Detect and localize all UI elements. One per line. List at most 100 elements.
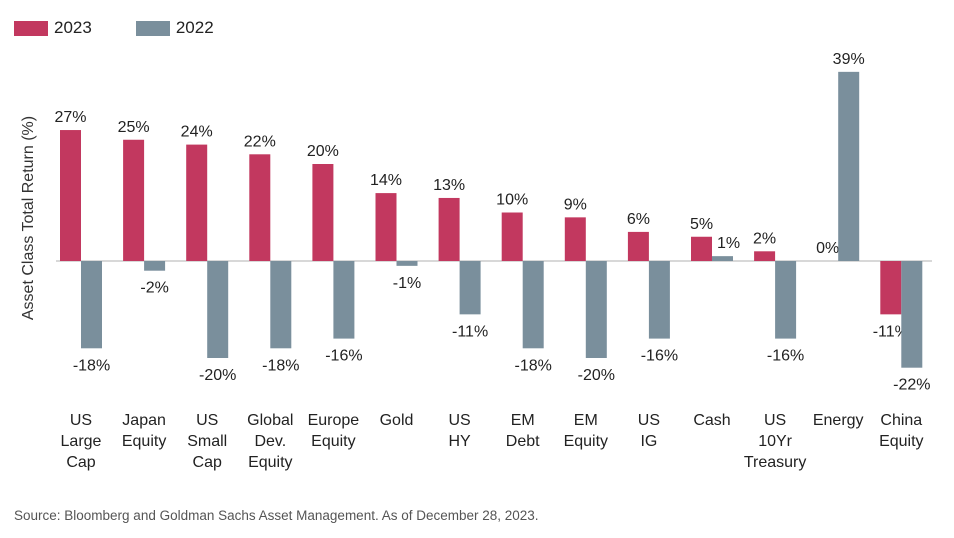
bar-2023-3: [249, 154, 271, 261]
bar-2022-0: [81, 261, 102, 349]
category-label-line: EM: [511, 412, 535, 429]
category-label-line: US: [448, 412, 470, 429]
category-label-line: China: [880, 412, 922, 429]
data-label-2022-12: 39%: [833, 51, 865, 68]
data-label-2022-3: -18%: [262, 357, 299, 374]
bar-2022-6: [459, 261, 481, 315]
category-label-line: Cap: [66, 454, 95, 471]
bar-2022-10: [712, 256, 733, 261]
bar-2022-4: [333, 261, 355, 339]
legend-swatch-2022: [135, 20, 170, 36]
data-label-2022-6: -11%: [452, 323, 488, 340]
data-label-2022-10: 1%: [717, 235, 740, 252]
category-label-line: Equity: [564, 433, 608, 450]
data-label-2022-5: -1%: [393, 275, 421, 292]
data-label-2022-4: -16%: [325, 348, 362, 365]
bar-2023-2: [186, 144, 208, 261]
category-label-line: Treasury: [744, 454, 807, 471]
category-label-line: Debt: [506, 433, 540, 450]
bar-2023-10: [691, 236, 712, 261]
bar-2023-9: [627, 231, 649, 261]
category-label-line: Japan: [122, 412, 166, 429]
bar-2022-11: [775, 261, 797, 339]
data-label-2023-0: 27%: [54, 109, 86, 126]
data-label-2022-7: -18%: [515, 357, 552, 374]
bar-2023-11: [754, 251, 776, 261]
category-label-line: IG: [640, 433, 657, 450]
bar-2022-8: [585, 261, 607, 358]
bar-2022-9: [648, 261, 670, 339]
category-label-13: China Equity: [879, 412, 923, 450]
category-label-line: Large: [61, 433, 102, 450]
legend-item-2023: 2023: [14, 18, 92, 38]
data-label-2023-5: 14%: [370, 172, 402, 189]
data-label-2022-2: -20%: [199, 367, 236, 384]
data-label-2022-9: -16%: [641, 348, 678, 365]
bar-2022-1: [144, 261, 166, 271]
data-label-2023-2: 24%: [181, 124, 213, 141]
category-label-line: EM: [574, 412, 598, 429]
source-note: Source: Bloomberg and Goldman Sachs Asse…: [14, 508, 539, 523]
bar-2022-12: [838, 71, 860, 261]
legend: 2023 2022: [14, 18, 258, 38]
category-label-12: Energy: [813, 412, 864, 429]
category-label-line: Small: [187, 433, 227, 450]
data-label-2023-1: 25%: [118, 119, 150, 136]
bar-2022-2: [207, 261, 229, 358]
category-label-9: US IG: [638, 412, 660, 450]
category-label-line: Equity: [122, 433, 166, 450]
category-label-7: EM Debt: [506, 412, 540, 450]
data-label-2023-11: 2%: [753, 230, 776, 247]
category-label-11: US 10Yr Treasury: [744, 412, 807, 471]
category-label-6: US HY: [448, 412, 471, 450]
data-label-2022-8: -20%: [578, 367, 615, 384]
data-label-2022-1: -2%: [140, 280, 168, 297]
data-label-2023-13: -11%: [873, 323, 909, 340]
bar-2023-0: [60, 130, 81, 261]
category-label-line: 10Yr: [758, 433, 792, 450]
category-label-line: HY: [448, 433, 471, 450]
category-label-line: Cap: [193, 454, 222, 471]
category-label-1: Japan Equity: [122, 412, 166, 450]
category-label-2: US Small Cap: [187, 412, 227, 471]
legend-label-2023: 2023: [54, 18, 92, 37]
legend-label-2022: 2022: [175, 18, 214, 37]
category-label-line: Gold: [380, 412, 414, 429]
category-label-line: US: [764, 412, 786, 429]
category-label-5: Gold: [380, 412, 414, 429]
bar-2023-5: [375, 193, 397, 261]
category-label-line: Dev.: [254, 433, 286, 450]
bar-2022-5: [396, 261, 418, 266]
category-label-line: Global: [247, 412, 293, 429]
legend-item-2022: 2022: [135, 18, 214, 38]
data-label-2022-13: -22%: [893, 377, 930, 394]
category-label-line: Equity: [248, 454, 292, 471]
bar-2023-7: [501, 212, 523, 261]
category-label-0: US Large Cap: [61, 412, 102, 471]
bar-chart: Asset Class Total Return (%) 27% -18% US La…: [20, 51, 932, 471]
data-label-2022-0: -18%: [73, 357, 110, 374]
data-label-2023-3: 22%: [244, 133, 276, 150]
bar-2023-8: [564, 217, 586, 261]
bar-2023-1: [123, 139, 145, 261]
data-label-2023-8: 9%: [564, 196, 587, 213]
y-axis-label: Asset Class Total Return (%): [20, 116, 37, 320]
bar-2022-7: [522, 261, 544, 349]
category-label-10: Cash: [693, 412, 730, 429]
data-label-2023-7: 10%: [496, 192, 528, 209]
category-label-3: Global Dev. Equity: [247, 412, 293, 471]
data-label-2023-9: 6%: [627, 211, 650, 228]
category-label-line: Equity: [879, 433, 923, 450]
category-label-line: Europe: [308, 412, 360, 429]
bar-2023-6: [438, 197, 460, 261]
category-label-line: Equity: [311, 433, 355, 450]
data-label-2022-11: -16%: [767, 348, 804, 365]
data-label-2023-6: 13%: [433, 177, 465, 194]
data-label-2023-10: 5%: [690, 216, 713, 233]
bar-2022-3: [270, 261, 292, 349]
category-label-line: US: [70, 412, 92, 429]
category-label-line: US: [196, 412, 218, 429]
category-label-line: Energy: [813, 412, 864, 429]
category-label-4: Europe Equity: [308, 412, 360, 450]
category-label-8: EM Equity: [564, 412, 608, 450]
